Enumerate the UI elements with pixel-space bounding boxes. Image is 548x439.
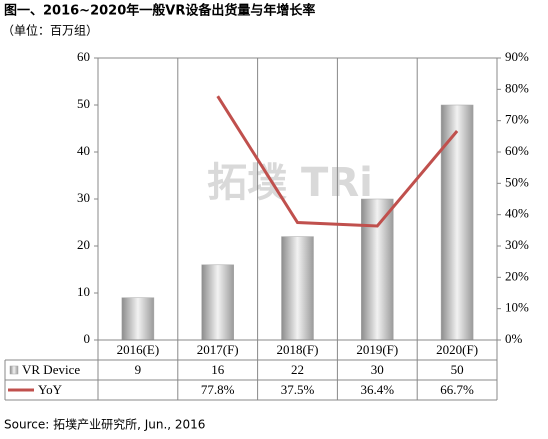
table-value: 36.4%: [361, 382, 395, 397]
x-tick-label: 2018(F): [277, 342, 319, 357]
source: Source: 拓墣产业研究所, Jun., 2016: [4, 417, 205, 432]
y2-tick-label: 50%: [505, 174, 529, 189]
table-value: 77.8%: [201, 382, 235, 397]
y-tick-label: 10: [77, 284, 90, 299]
bar: [440, 104, 474, 341]
chart-title: 图一、2016~2020年一般VR设备出货量与年增长率: [4, 3, 315, 19]
y2-tick-label: 40%: [505, 206, 529, 221]
y-tick-label: 40: [77, 143, 90, 158]
y2-tick-label: 60%: [505, 143, 529, 158]
table-value: 50: [451, 362, 464, 377]
y2-tick-label: 90%: [505, 49, 529, 64]
y2-tick-label: 20%: [505, 268, 529, 283]
y-tick-label: 30: [77, 190, 90, 205]
y-tick-label: 20: [77, 237, 90, 252]
table-value: 22: [291, 362, 304, 377]
table-value: 9: [135, 362, 142, 377]
y-tick-label: 50: [77, 96, 90, 111]
legend-label: VR Device: [22, 362, 80, 377]
bar: [201, 264, 234, 341]
table-value: 66.7%: [440, 382, 474, 397]
line: [216, 95, 459, 228]
y2-tick-label: 10%: [505, 300, 529, 315]
y-tick-label: 0: [84, 331, 91, 346]
table-value: 30: [371, 362, 384, 377]
bar: [121, 297, 155, 341]
y2-tick-label: 80%: [505, 80, 529, 95]
legend-label: YoY: [38, 382, 63, 397]
chart-subtitle: （单位：百万组）: [2, 23, 98, 38]
x-tick-label: 2016(E): [117, 342, 160, 357]
bar: [361, 198, 394, 341]
legend-swatch: [9, 365, 19, 375]
y-tick-label: 60: [77, 49, 90, 64]
watermark: 拓墣 TRi: [207, 160, 373, 206]
bar: [281, 236, 314, 341]
x-tick-label: 2017(F): [197, 342, 239, 357]
y2-tick-label: 70%: [505, 112, 529, 127]
y2-tick-label: 0%: [505, 331, 523, 346]
x-tick-label: 2020(F): [436, 342, 478, 357]
y2-tick-label: 30%: [505, 237, 529, 252]
table-value: 16: [211, 362, 225, 377]
table-value: 37.5%: [281, 382, 315, 397]
x-tick-label: 2019(F): [356, 342, 398, 357]
